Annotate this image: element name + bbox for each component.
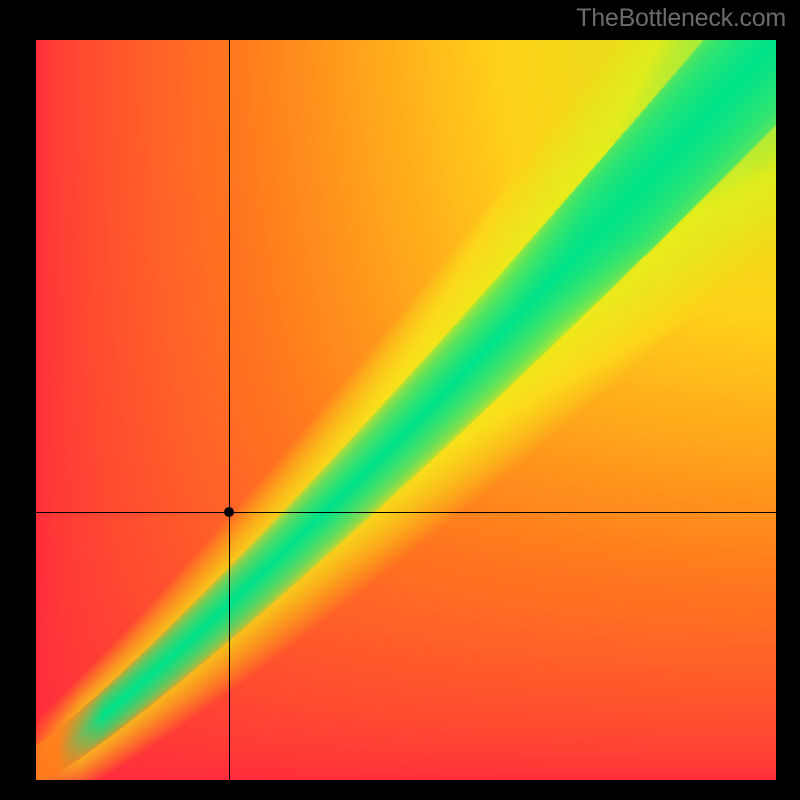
watermark-text: TheBottleneck.com [576,4,786,33]
crosshair-point [224,507,234,517]
chart-container: TheBottleneck.com [0,0,800,800]
crosshair-vertical [229,40,230,780]
heatmap-plot [36,40,776,780]
crosshair-horizontal [36,512,776,513]
